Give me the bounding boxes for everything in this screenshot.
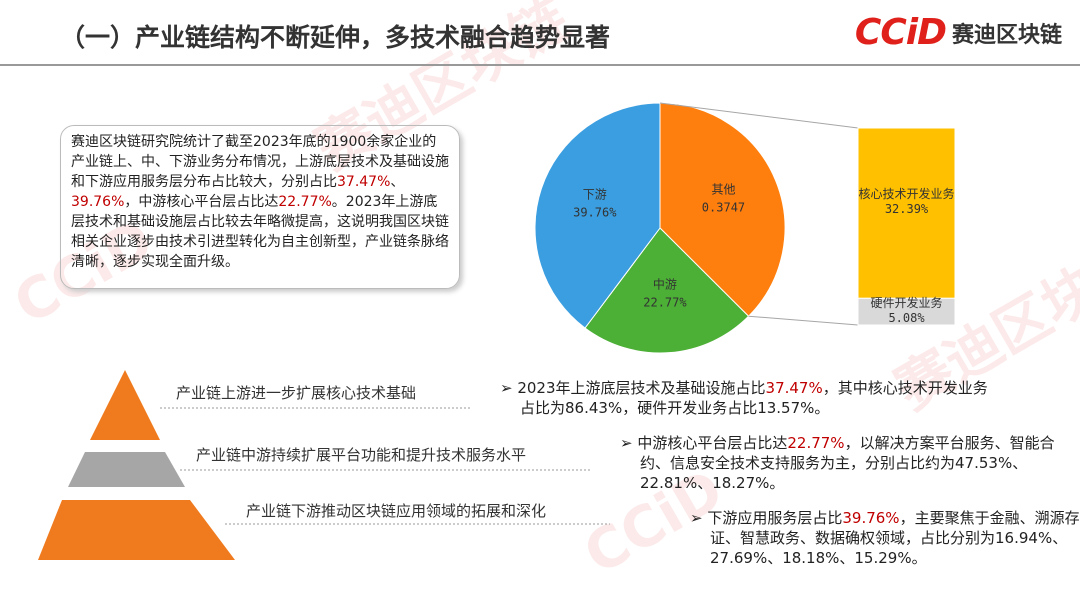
- text-run: ，主要聚焦于金融、溯源存证、智慧政务、数据确权领域，占比分别为16.94%、27…: [710, 509, 1080, 567]
- bar-value: 32.39%: [884, 202, 929, 217]
- bar-value: 5.08%: [888, 310, 925, 325]
- slide-title: （一）产业链结构不断延伸，多技术融合趋势显著: [60, 23, 611, 52]
- connector: [659, 102, 859, 129]
- slice-label: 中游: [653, 277, 677, 292]
- text-run: 39.76%: [842, 509, 900, 527]
- pie-slice: [534, 102, 661, 329]
- text-run: 2023年上游底层技术及基础设施占比: [517, 379, 766, 397]
- pyramid-label: 产业链中游持续扩展平台功能和提升技术服务水平: [196, 446, 527, 464]
- text-run: 赛迪区块链研究院统计了截至2023年底的1900余家企业的产业链上、中、下游业务…: [71, 134, 449, 190]
- slice-value: 0.3747: [702, 201, 745, 215]
- bullet: 2023年上游底层技术及基础设施占比37.47%，其中核心技术开发业务占比为86…: [500, 378, 990, 418]
- text-run: ，其中核心技术开发业务占比为86.43%，硬件开发业务占比13.57%。: [520, 379, 988, 417]
- bar-category: 硬件开发业务: [870, 295, 943, 310]
- slice-label: 其他: [711, 183, 735, 197]
- text-run: ，中游核心平台层占比达: [124, 194, 279, 210]
- text-run: 39.76%: [71, 194, 125, 210]
- text-run: ，以解决方案平台服务、智能合约、信息安全技术支持服务为主，分别占比约为47.53…: [640, 434, 1055, 492]
- bullet: 下游应用服务层占比39.76%，主要聚焦于金融、溯源存证、智慧政务、数据确权领域…: [690, 508, 1080, 568]
- text-run: 下游应用服务层占比: [707, 509, 843, 527]
- pyramid-label: 产业链上游进一步扩展核心技术基础: [176, 384, 417, 402]
- text-run: 22.77%: [278, 194, 332, 210]
- pyramid-middle: [68, 452, 185, 487]
- intro-box: 赛迪区块链研究院统计了截至2023年底的1900余家企业的产业链上、中、下游业务…: [60, 125, 460, 289]
- text-run: 、: [390, 174, 405, 190]
- breakdown-bar: [857, 297, 956, 326]
- pyramid-bottom: [38, 500, 235, 560]
- connector: [748, 315, 859, 326]
- pie-slice: [659, 102, 786, 317]
- slice-value: 39.76%: [573, 205, 617, 219]
- breakdown-bar: [857, 127, 956, 299]
- text-run: 22.77%: [787, 434, 845, 452]
- pyramid-label: 产业链下游推动区块链应用领域的拓展和深化: [246, 502, 547, 520]
- bar-label: 硬件开发业务 5.08%: [858, 294, 955, 325]
- text-run: 中游核心平台层占比达: [637, 434, 788, 452]
- bar-category: 核心技术开发业务: [858, 187, 955, 202]
- text-run: 37.47%: [765, 379, 823, 397]
- pie-slice: [584, 227, 750, 354]
- slice-label: 下游: [583, 187, 607, 201]
- slice-value: 22.77%: [643, 296, 687, 310]
- text-run: 。2023年上游底层技术和基础设施层占比较去年略微提高，这说明我国区块链相关企业…: [71, 194, 449, 270]
- bar-label: 核心技术开发业务 32.39%: [858, 185, 955, 216]
- pyramid-top: [90, 370, 160, 440]
- logo-mark: CCiD: [854, 12, 947, 53]
- logo: CCiD 赛迪区块链: [855, 12, 1062, 53]
- logo-text: 赛迪区块链: [951, 22, 1062, 48]
- text-run: 37.47%: [337, 174, 391, 190]
- bullet: 中游核心平台层占比达22.77%，以解决方案平台服务、智能合约、信息安全技术支持…: [620, 433, 1080, 493]
